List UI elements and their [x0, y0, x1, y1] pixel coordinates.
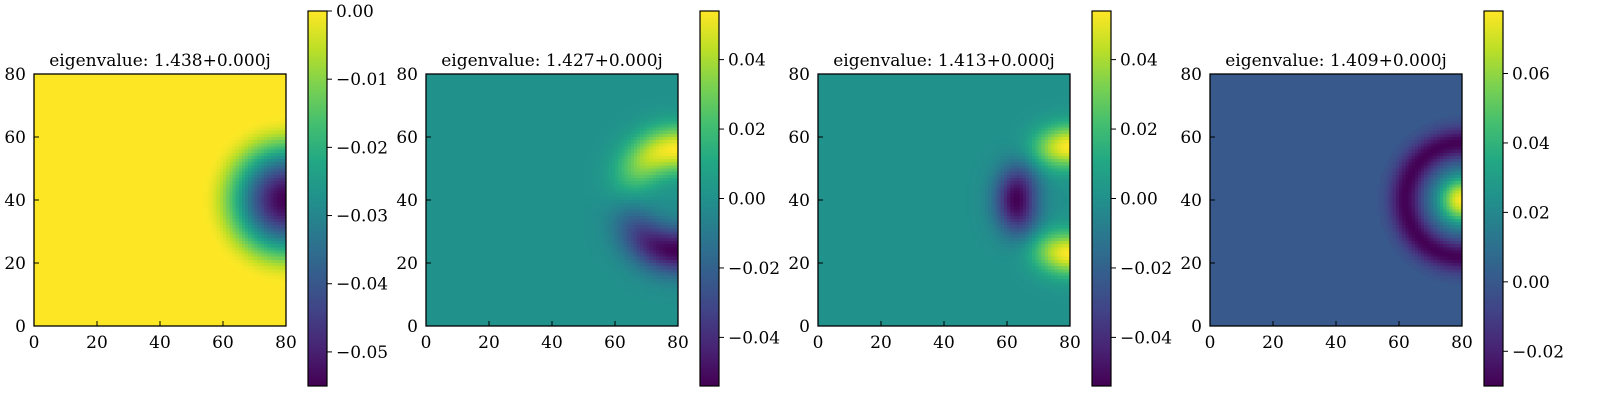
- y-tick-label: 0: [407, 317, 418, 337]
- y-tick-label: 60: [1180, 128, 1202, 148]
- colorbar-tick-label: −0.02: [1120, 259, 1172, 279]
- colorbar-tick-label: 0.00: [728, 190, 766, 210]
- heatmap-panel-4: eigenvalue: 1.409+0.000j 0 20 40 60 80 0 20 40 60…: [1180, 10, 1564, 387]
- colorbar-gradient: [700, 11, 719, 386]
- y-tick-label: 60: [788, 128, 810, 148]
- colorbar-tick-label: −0.04: [728, 328, 780, 348]
- colorbar-tick-label: −0.04: [336, 275, 388, 295]
- colorbar-frame: [307, 10, 328, 387]
- x-tick-label: 0: [29, 333, 40, 353]
- x-tick-label: 60: [996, 333, 1018, 353]
- y-tick-label: 80: [788, 65, 810, 85]
- x-tick-label: 80: [1059, 333, 1081, 353]
- colorbar-tick-label: 0.00: [336, 2, 374, 22]
- colorbar-gradient: [308, 11, 327, 386]
- x-tick-label: 20: [86, 333, 108, 353]
- colorbar-tick-label: 0.00: [1512, 273, 1550, 293]
- colorbar-tick-label: −0.01: [336, 70, 388, 90]
- colorbar-gradient: [1092, 11, 1111, 386]
- y-tick-label: 40: [4, 191, 26, 211]
- colorbar-tick-label: 0.04: [1512, 134, 1550, 154]
- x-tick-label: 60: [604, 333, 626, 353]
- plot-title: eigenvalue: 1.413+0.000j: [833, 51, 1055, 71]
- colorbar-gradient: [1484, 11, 1503, 386]
- y-tick-label: 60: [396, 128, 418, 148]
- x-tick-label: 40: [541, 333, 563, 353]
- heatmap-image: [1210, 74, 1462, 326]
- y-tick-label: 80: [4, 65, 26, 85]
- colorbar-tick-label: −0.02: [1512, 342, 1564, 362]
- colorbar-tick-label: 0.06: [1512, 65, 1550, 85]
- y-tick-label: 20: [396, 254, 418, 274]
- colorbar-tick-label: 0.00: [1120, 190, 1158, 210]
- y-tick-label: 0: [1191, 317, 1202, 337]
- heatmap-image: [818, 74, 1070, 326]
- x-tick-label: 0: [1205, 333, 1216, 353]
- y-tick-label: 40: [788, 191, 810, 211]
- colorbar: 0.06 0.04 0.02 0.00 −0.02: [1483, 10, 1564, 387]
- y-tick-label: 20: [4, 254, 26, 274]
- x-tick-label: 80: [1451, 333, 1473, 353]
- y-tick-label: 40: [1180, 191, 1202, 211]
- x-tick-label: 20: [1262, 333, 1284, 353]
- heatmap-image: [426, 74, 678, 326]
- colorbar-tick-label: −0.05: [336, 343, 388, 363]
- x-tick-label: 0: [421, 333, 432, 353]
- plot-title: eigenvalue: 1.427+0.000j: [441, 51, 663, 71]
- colorbar: 0.04 0.02 0.00 −0.02 −0.04: [1091, 10, 1172, 387]
- y-tick-label: 0: [799, 317, 810, 337]
- plot-title: eigenvalue: 1.438+0.000j: [49, 51, 271, 71]
- heatmap-panel-1: eigenvalue: 1.438+0.000j 0 20 40 60 80 0 20 40 60…: [4, 2, 388, 387]
- heatmap-image: [34, 74, 286, 326]
- heatmap-panel-2: eigenvalue: 1.427+0.000j 0 20 40 60 80 0 20 40 60…: [396, 10, 780, 387]
- colorbar-frame: [1483, 10, 1504, 387]
- y-tick-label: 0: [15, 317, 26, 337]
- colorbar-tick-label: −0.02: [336, 138, 388, 158]
- x-tick-label: 40: [149, 333, 171, 353]
- colorbar-tick-label: 0.02: [728, 120, 766, 140]
- x-tick-label: 20: [870, 333, 892, 353]
- colorbar-tick-label: 0.04: [728, 51, 766, 71]
- plot-title: eigenvalue: 1.409+0.000j: [1225, 51, 1447, 71]
- colorbar-tick-label: −0.02: [728, 259, 780, 279]
- x-tick-label: 40: [933, 333, 955, 353]
- x-tick-label: 60: [212, 333, 234, 353]
- colorbar: 0.00 −0.01 −0.02 −0.03 −0.04 −0.05: [307, 2, 388, 387]
- y-tick-label: 80: [396, 65, 418, 85]
- y-tick-label: 40: [396, 191, 418, 211]
- x-tick-label: 60: [1388, 333, 1410, 353]
- x-tick-label: 20: [478, 333, 500, 353]
- colorbar-tick-label: 0.02: [1120, 120, 1158, 140]
- y-tick-label: 80: [1180, 65, 1202, 85]
- x-tick-label: 80: [667, 333, 689, 353]
- colorbar: 0.04 0.02 0.00 −0.02 −0.04: [699, 10, 780, 387]
- colorbar-tick-label: 0.02: [1512, 203, 1550, 223]
- y-tick-label: 20: [1180, 254, 1202, 274]
- colorbar-tick-label: 0.04: [1120, 51, 1158, 71]
- y-tick-label: 20: [788, 254, 810, 274]
- y-tick-label: 60: [4, 128, 26, 148]
- colorbar-tick-label: −0.03: [336, 207, 388, 227]
- x-tick-label: 0: [813, 333, 824, 353]
- x-tick-label: 40: [1325, 333, 1347, 353]
- colorbar-tick-label: −0.04: [1120, 328, 1172, 348]
- heatmap-panel-3: eigenvalue: 1.413+0.000j 0 20 40 60 80 0 20 40 60…: [788, 10, 1172, 387]
- x-tick-label: 80: [275, 333, 297, 353]
